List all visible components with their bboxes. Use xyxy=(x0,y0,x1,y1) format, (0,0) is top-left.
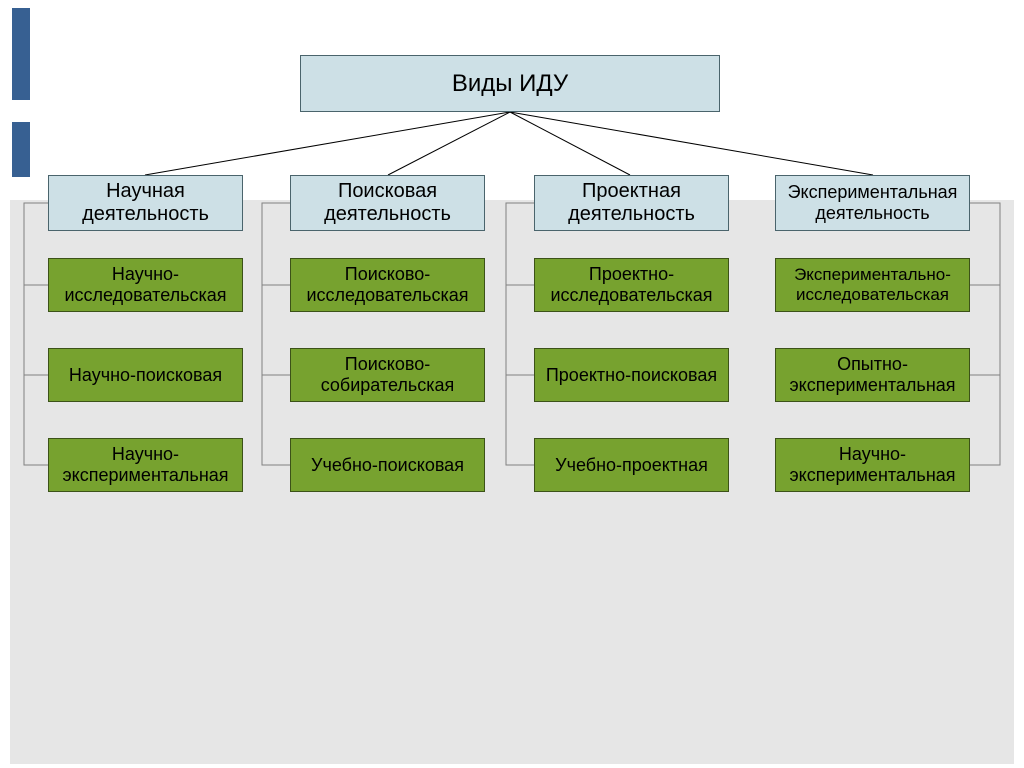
leaf-3-2: Научно-экспериментальная xyxy=(775,438,970,492)
leaf-0-1: Научно-поисковая xyxy=(48,348,243,402)
leaf-label: Проектно-исследовательская xyxy=(535,264,728,305)
leaf-label: Научно-экспериментальная xyxy=(49,444,242,485)
category-0: Научная деятельность xyxy=(48,175,243,231)
leaf-label: Проектно-поисковая xyxy=(546,365,717,386)
category-3: Экспериментальная деятельность xyxy=(775,175,970,231)
decor-bar-2 xyxy=(12,122,30,177)
category-2: Проектная деятельность xyxy=(534,175,729,231)
decor-bar-1 xyxy=(12,8,30,100)
leaf-2-1: Проектно-поисковая xyxy=(534,348,729,402)
leaf-3-0: Экспериментально-исследовательская xyxy=(775,258,970,312)
leaf-1-1: Поисково-собирательская xyxy=(290,348,485,402)
leaf-label: Опытно-экспериментальная xyxy=(776,354,969,395)
leaf-label: Учебно-проектная xyxy=(555,455,708,476)
leaf-label: Научно-экспериментальная xyxy=(776,444,969,485)
leaf-2-0: Проектно-исследовательская xyxy=(534,258,729,312)
leaf-2-2: Учебно-проектная xyxy=(534,438,729,492)
root-node: Виды ИДУ xyxy=(300,55,720,112)
leaf-label: Учебно-поисковая xyxy=(311,455,464,476)
category-label: Научная деятельность xyxy=(49,180,242,226)
leaf-label: Поисково-собирательская xyxy=(291,354,484,395)
leaf-1-0: Поисково-исследовательская xyxy=(290,258,485,312)
leaf-0-0: Научно-исследовательская xyxy=(48,258,243,312)
leaf-0-2: Научно-экспериментальная xyxy=(48,438,243,492)
root-label: Виды ИДУ xyxy=(452,70,568,98)
category-label: Экспериментальная деятельность xyxy=(776,182,969,223)
leaf-label: Экспериментально-исследовательская xyxy=(776,265,969,304)
leaf-label: Научно-поисковая xyxy=(69,365,222,386)
category-label: Поисковая деятельность xyxy=(291,180,484,226)
category-1: Поисковая деятельность xyxy=(290,175,485,231)
leaf-1-2: Учебно-поисковая xyxy=(290,438,485,492)
leaf-3-1: Опытно-экспериментальная xyxy=(775,348,970,402)
leaf-label: Поисково-исследовательская xyxy=(291,264,484,305)
leaf-label: Научно-исследовательская xyxy=(49,264,242,305)
category-label: Проектная деятельность xyxy=(535,180,728,226)
